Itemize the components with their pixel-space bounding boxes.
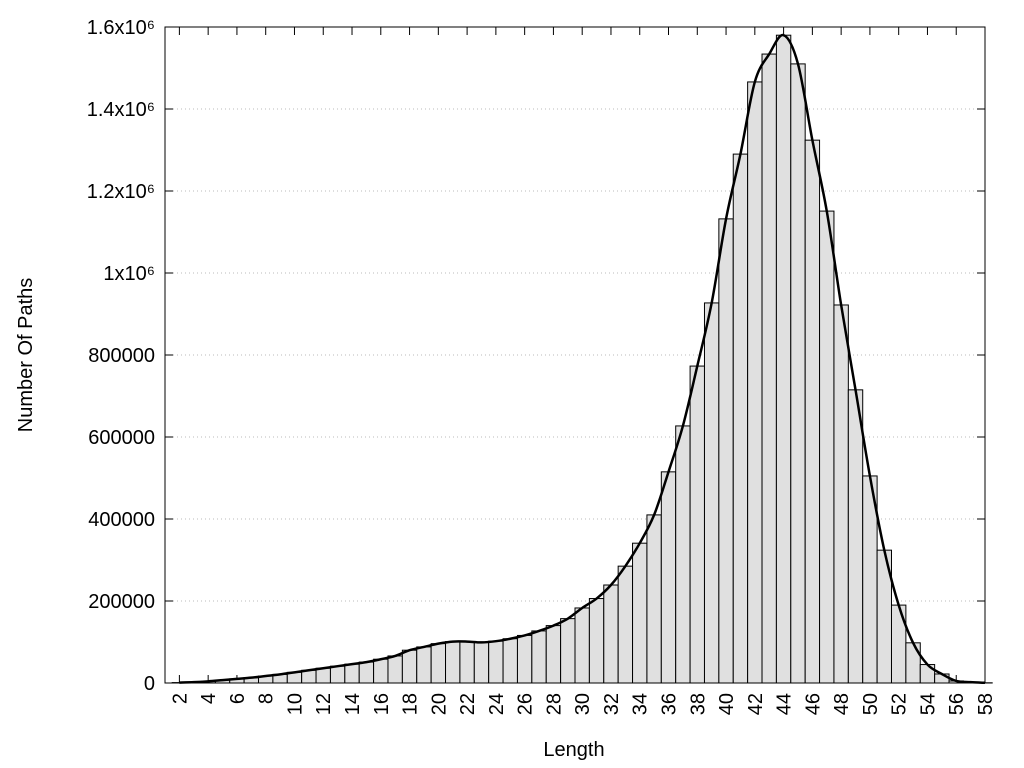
bar — [560, 618, 576, 684]
y-axis-label: Number Of Paths — [15, 278, 37, 433]
smooth-line — [179, 33, 986, 685]
bar — [632, 542, 648, 684]
bar — [588, 598, 605, 684]
x-tick-label: 6 — [227, 693, 249, 704]
x-tick-label: 40 — [716, 693, 738, 715]
bar — [646, 514, 662, 684]
x-tick-label: 24 — [486, 693, 508, 715]
bar — [689, 365, 705, 684]
bar — [329, 665, 346, 684]
bar — [358, 661, 375, 684]
y-tick-label: 800000 — [88, 345, 155, 367]
x-tick-label: 30 — [572, 693, 594, 715]
x-tick-label: 48 — [831, 693, 853, 715]
bar — [660, 471, 677, 684]
bar — [833, 304, 849, 684]
bar — [732, 153, 749, 684]
x-tick-label: 20 — [428, 693, 450, 715]
y-tick-label: 1.6x10⁶ — [87, 17, 155, 39]
bar — [488, 640, 504, 684]
bar — [373, 658, 389, 684]
bar — [819, 210, 835, 684]
x-axis-label: Length — [543, 739, 604, 761]
bar — [747, 81, 763, 684]
y-tick-label: 0 — [144, 673, 155, 695]
x-tick-label: 52 — [889, 693, 911, 715]
bar — [502, 638, 518, 684]
bar — [401, 649, 418, 684]
bar — [761, 53, 777, 684]
x-tick-label: 38 — [687, 693, 709, 715]
x-tick-label: 54 — [917, 693, 939, 715]
x-tick-label: 26 — [515, 693, 537, 715]
y-tick-label: 200000 — [88, 591, 155, 613]
x-tick-label: 36 — [659, 693, 681, 715]
x-tick-label: 2 — [169, 693, 191, 704]
bar — [445, 641, 461, 684]
bar — [416, 646, 432, 684]
bar — [574, 607, 590, 684]
y-tick-label: 1.4x10⁶ — [87, 99, 155, 121]
bar — [905, 642, 921, 684]
x-tick-label: 18 — [400, 693, 422, 715]
x-tick-label: 50 — [860, 693, 882, 715]
bar — [775, 34, 792, 684]
bar — [545, 625, 562, 684]
bar — [790, 63, 806, 684]
bar — [315, 667, 331, 684]
bar — [473, 641, 490, 684]
x-tick-label: 42 — [745, 693, 767, 715]
x-tick-label: 28 — [543, 693, 565, 715]
bar — [675, 425, 691, 684]
x-tick-label: 46 — [802, 693, 824, 715]
bar — [718, 218, 734, 684]
bar — [387, 655, 403, 684]
bar — [617, 565, 634, 684]
bar — [804, 139, 821, 684]
x-tick-label: 56 — [946, 693, 968, 715]
y-tick-label: 1.2x10⁶ — [87, 181, 155, 203]
bar — [516, 634, 533, 684]
x-tick-label: 44 — [774, 693, 796, 715]
bar — [703, 302, 720, 684]
bar — [430, 643, 447, 684]
bar — [459, 641, 475, 684]
x-tick-label: 22 — [457, 693, 479, 715]
x-tick-label: 12 — [313, 693, 335, 715]
x-tick-label: 32 — [601, 693, 623, 715]
x-tick-label: 34 — [630, 693, 652, 715]
bar — [344, 663, 360, 684]
bar — [603, 584, 619, 684]
x-tick-label: 8 — [256, 693, 278, 704]
x-tick-label: 14 — [342, 693, 364, 715]
x-tick-label: 4 — [198, 693, 220, 704]
bar — [531, 630, 547, 684]
y-tick-label: 1x10⁶ — [103, 263, 155, 285]
bar — [847, 389, 864, 684]
y-tick-label: 400000 — [88, 509, 155, 531]
y-tick-label: 600000 — [88, 427, 155, 449]
x-tick-label: 10 — [284, 693, 306, 715]
x-tick-label: 58 — [975, 693, 997, 715]
plot-frame — [164, 26, 986, 684]
x-tick-label: 16 — [371, 693, 393, 715]
